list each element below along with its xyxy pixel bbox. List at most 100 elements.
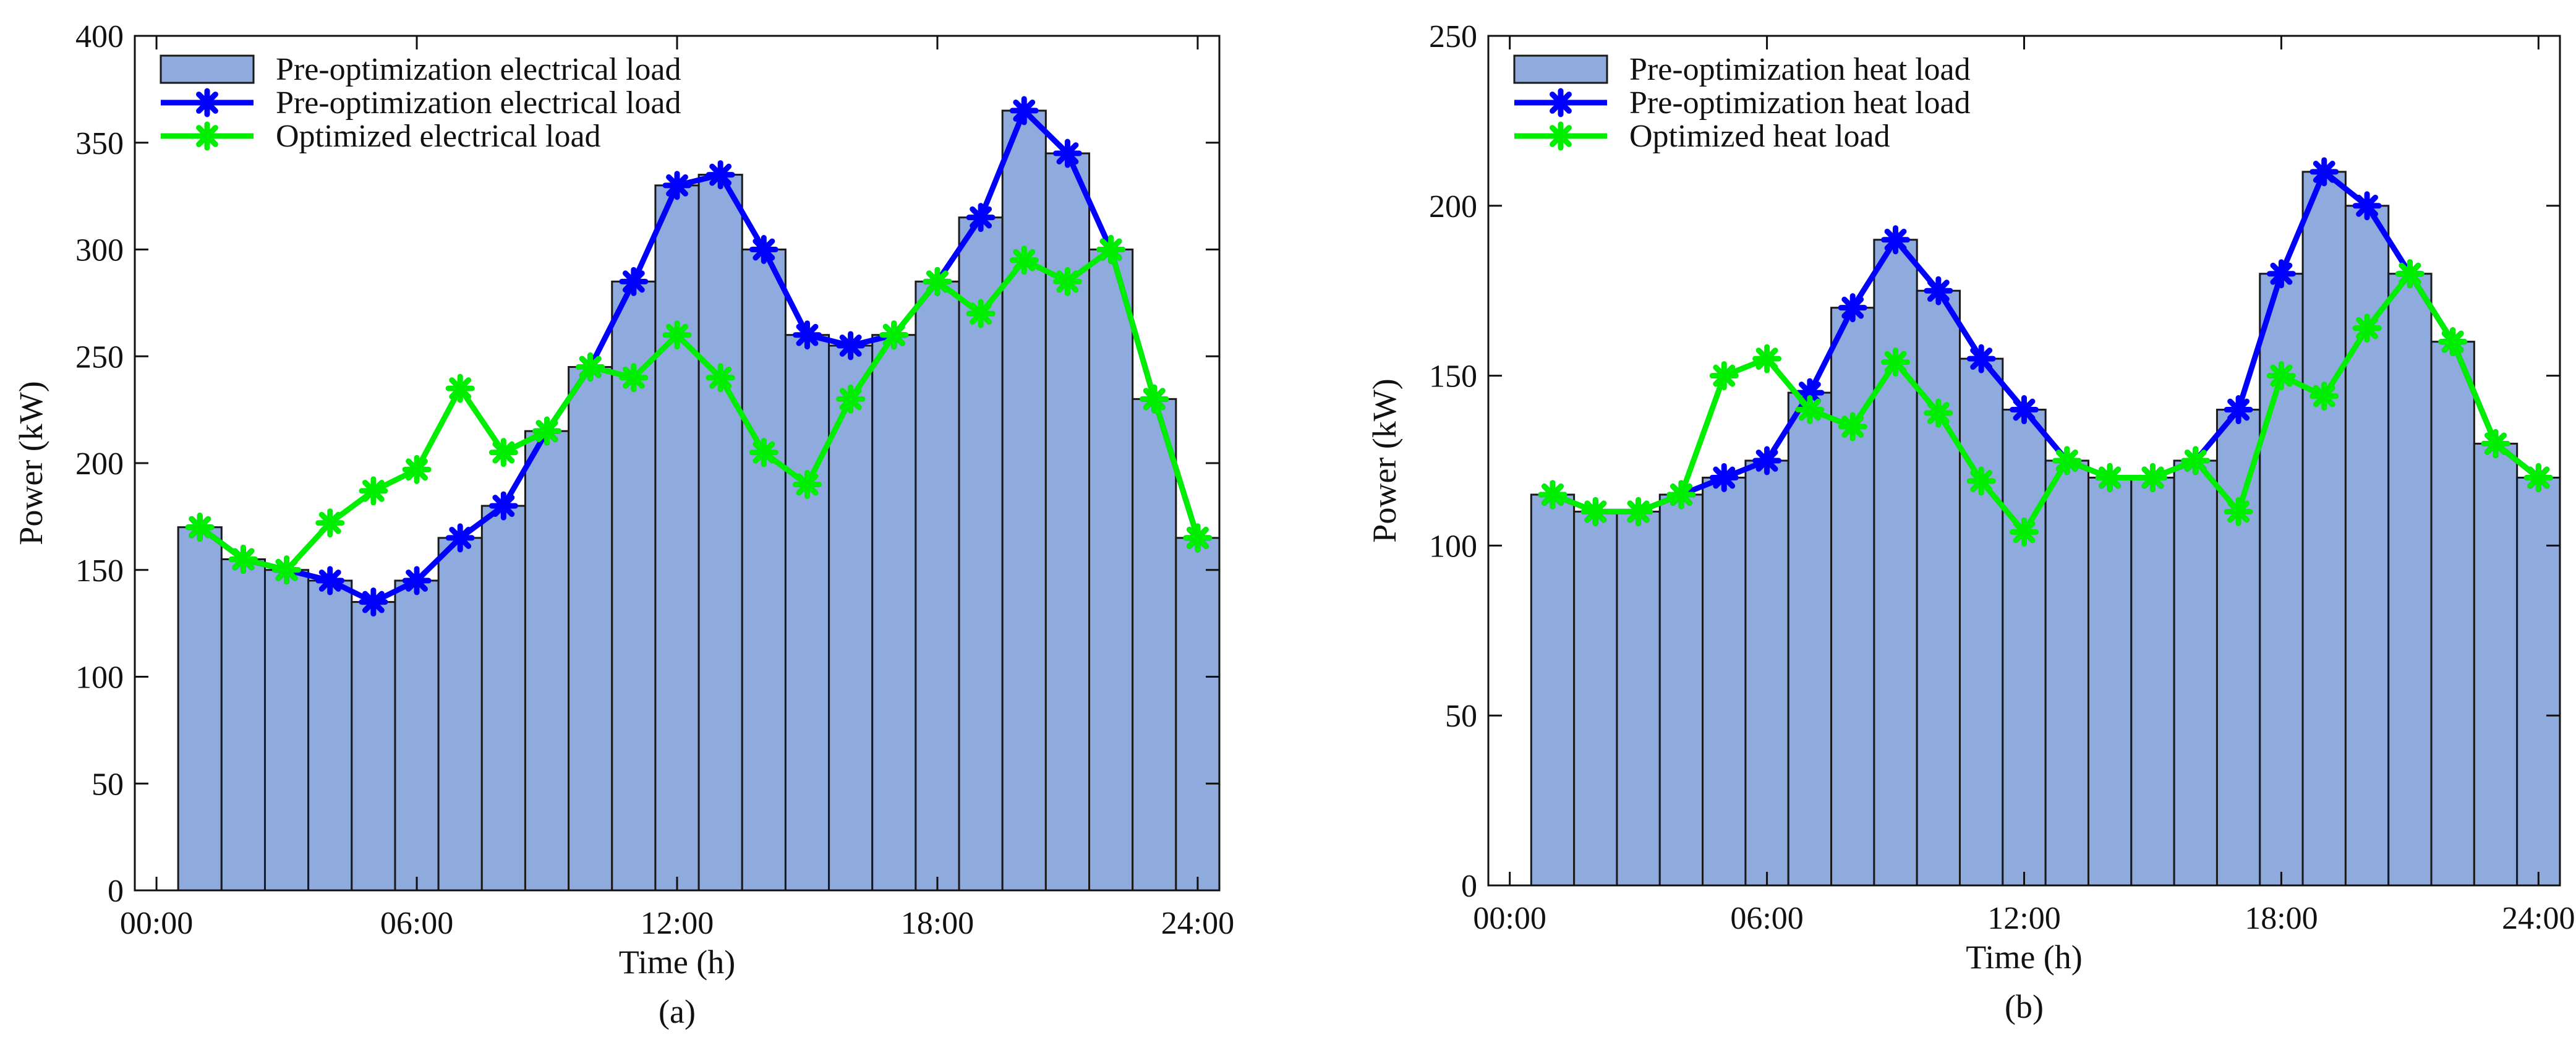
data-point: [2523, 462, 2553, 492]
bar: [351, 601, 396, 892]
bar: [1573, 510, 1618, 887]
data-point: [532, 416, 562, 446]
optimized-line: [1538, 259, 2553, 547]
data-point: [1752, 446, 1782, 475]
legend-label: Pre-optimization heat load: [1629, 52, 1971, 87]
bar: [1916, 289, 1961, 887]
data-point: [1009, 96, 1039, 126]
x-axis-title: Time (h): [619, 944, 736, 981]
y-tick-label: 0: [108, 874, 124, 909]
data-point: [1009, 245, 1039, 275]
y-tick-label: 100: [1429, 529, 1477, 564]
legend-item: Pre-optimization electrical load: [160, 52, 681, 87]
data-point: [2481, 429, 2510, 459]
x-axis-title: Time (h): [1966, 939, 2083, 976]
bar: [784, 334, 830, 892]
data-point: [2352, 191, 2382, 221]
bar: [2044, 459, 2089, 887]
y-tick-label: 150: [1429, 359, 1477, 394]
bar: [568, 366, 613, 892]
bar: [1088, 249, 1134, 892]
data-point: [749, 235, 778, 264]
data-point: [1140, 384, 1169, 414]
legend-marker: [1546, 121, 1576, 151]
data-point: [1052, 266, 1082, 296]
bar: [307, 579, 353, 892]
bar: [741, 249, 787, 892]
data-point: [836, 384, 866, 414]
bar: [1132, 398, 1177, 892]
legend-label: Pre-optimization electrical load: [276, 85, 681, 121]
data-point: [836, 331, 866, 360]
panel-label: (a): [659, 993, 696, 1030]
data-point: [2010, 517, 2039, 547]
y-tick-label: 250: [1429, 19, 1477, 54]
data-point: [2052, 446, 2082, 475]
bar: [1830, 307, 1875, 887]
data-point: [315, 566, 345, 595]
data-point: [402, 566, 432, 595]
bar: [2516, 476, 2561, 887]
legend-item: Optimized heat load: [1514, 119, 1890, 154]
legend-label: Optimized heat load: [1629, 119, 1890, 154]
data-point: [488, 438, 518, 467]
y-axis-title: Power (kW): [12, 381, 49, 545]
y-tick-label: 150: [75, 553, 124, 589]
bar: [2473, 443, 2518, 887]
data-point: [359, 476, 388, 506]
data-point: [2095, 462, 2125, 492]
data-point: [2309, 157, 2339, 187]
x-tick-label: 00:00: [120, 906, 193, 941]
legend-swatch-bar: [160, 54, 255, 84]
y-tick-label: 50: [1445, 699, 1477, 734]
data-point: [2266, 259, 2296, 289]
data-point: [359, 587, 388, 617]
y-tick-label: 50: [92, 767, 124, 802]
bar: [524, 430, 570, 892]
y-tick-label: 300: [75, 233, 124, 268]
data-point: [1924, 398, 1953, 428]
data-point: [2266, 361, 2296, 391]
bar: [2002, 409, 2047, 887]
y-tick-label: 350: [75, 126, 124, 161]
data-point: [2352, 313, 2382, 343]
bar: [480, 505, 526, 892]
legend: Pre-optimization electrical loadPre-opti…: [160, 52, 681, 154]
series-line: [1551, 169, 2541, 514]
data-point: [1752, 344, 1782, 373]
bar: [2087, 476, 2133, 887]
y-tick-label: 400: [75, 19, 124, 54]
legend-item: Pre-optimization heat load: [1513, 52, 1971, 87]
data-point: [619, 266, 649, 296]
bar: [220, 558, 266, 892]
bar: [437, 537, 483, 892]
bar: [1044, 152, 1091, 892]
data-point: [185, 513, 215, 542]
bar: [1001, 109, 1047, 892]
data-point: [1838, 412, 1867, 441]
x-tick-label: 06:00: [380, 906, 453, 941]
data-point: [1795, 378, 1825, 407]
chart-panel-heat: 0 50 100 150 200 250 00:00 06:00 12:00 18:00 24:00…: [1366, 19, 2575, 1025]
bar: [654, 184, 700, 892]
x-tick-label: 18:00: [2245, 901, 2318, 936]
bar: [871, 334, 917, 892]
data-point: [2181, 446, 2211, 475]
bar: [263, 569, 310, 892]
data-point: [706, 363, 735, 393]
bar: [828, 344, 874, 892]
bar: [1959, 357, 2004, 887]
data-point: [1052, 139, 1082, 168]
x-tick-label: 24:00: [1161, 906, 1234, 941]
data-point: [272, 555, 302, 585]
bar: [1787, 391, 1833, 887]
legend-item: Optimized electrical load: [161, 119, 601, 154]
bar: [2216, 409, 2261, 887]
data-point: [1881, 225, 1911, 255]
data-point: [2138, 462, 2167, 492]
optimized-line: [185, 235, 1213, 585]
x-tick-label: 12:00: [1987, 901, 2060, 936]
data-point: [1538, 480, 1567, 509]
bar: [2430, 341, 2475, 887]
bar: [915, 280, 960, 892]
